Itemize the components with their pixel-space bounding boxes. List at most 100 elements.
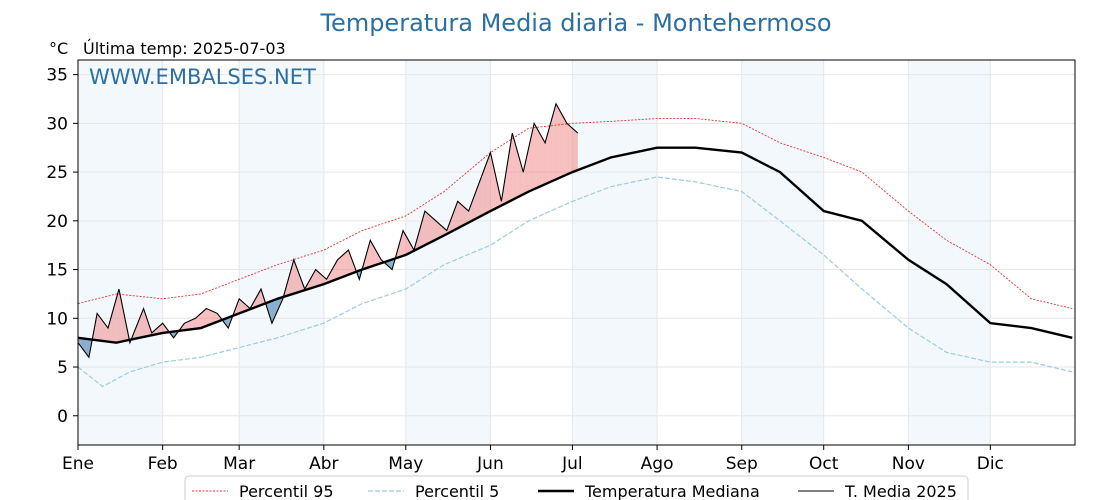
series-line-median xyxy=(77,146,1073,344)
x-tick-label: Mar xyxy=(223,454,255,474)
above-median-fill xyxy=(400,230,404,257)
x-tick-label: Jul xyxy=(561,454,583,474)
month-shade xyxy=(572,60,658,445)
x-tick-label: Feb xyxy=(148,454,178,474)
series-line-p5 xyxy=(77,176,1073,388)
x-tick-label: Oct xyxy=(809,454,839,474)
unit-label: °C xyxy=(49,39,68,58)
above-median-fill xyxy=(293,259,297,294)
below-median-fill xyxy=(269,300,272,324)
above-median-fill xyxy=(512,133,516,200)
above-median-fill xyxy=(340,254,343,278)
legend: Percentil 95 Percentil 5 Temperatura Media… xyxy=(184,475,969,500)
legend-label-current: T. Media 2025 xyxy=(844,482,957,500)
above-median-fill xyxy=(523,159,526,195)
x-tick-label: Abr xyxy=(309,454,338,474)
above-median-fill xyxy=(484,159,488,214)
above-median-fill xyxy=(405,235,409,255)
above-median-fill xyxy=(482,167,485,216)
legend-box xyxy=(184,475,969,500)
above-median-fill xyxy=(408,240,412,254)
above-median-fill xyxy=(536,128,540,188)
above-median-fill xyxy=(441,225,445,237)
above-median-fill xyxy=(241,301,245,313)
below-median-fill xyxy=(225,317,229,329)
above-median-fill xyxy=(108,318,111,342)
above-median-fill xyxy=(200,310,204,329)
above-median-fill xyxy=(116,289,119,343)
above-median-fill xyxy=(97,313,100,341)
above-median-fill xyxy=(479,174,483,217)
above-median-fill xyxy=(195,315,199,329)
above-median-fill xyxy=(490,152,494,212)
above-median-fill xyxy=(214,312,218,323)
above-median-fill xyxy=(556,103,559,180)
above-median-fill xyxy=(342,252,346,277)
above-median-fill xyxy=(162,323,166,333)
above-median-fill xyxy=(515,142,518,199)
above-median-fill xyxy=(217,313,221,322)
above-median-fill xyxy=(430,215,434,243)
last-temp-label: Última temp: 2025-07-03 xyxy=(83,39,286,58)
above-median-fill xyxy=(334,259,338,280)
x-tick-label: Dic xyxy=(977,454,1004,474)
above-median-fill xyxy=(288,269,292,296)
above-median-fill xyxy=(299,274,302,292)
above-median-fill xyxy=(416,230,420,250)
x-tick-label: Jun xyxy=(476,454,504,474)
above-median-fill xyxy=(99,317,103,341)
above-median-fill xyxy=(318,271,322,286)
above-median-fill xyxy=(255,293,259,308)
above-median-fill xyxy=(367,240,371,268)
above-median-fill xyxy=(321,274,324,286)
above-median-fill xyxy=(495,176,499,209)
above-median-fill xyxy=(509,133,513,202)
above-median-fill xyxy=(140,308,144,338)
series-lines xyxy=(77,102,1073,388)
above-median-fill xyxy=(528,135,532,192)
above-median-fill xyxy=(315,269,319,287)
above-median-fill xyxy=(118,289,122,343)
above-median-fill xyxy=(433,218,436,242)
y-tick-label: 0 xyxy=(57,407,68,427)
above-median-fill xyxy=(364,250,368,269)
above-median-fill xyxy=(558,108,562,179)
above-median-fill xyxy=(575,130,578,172)
above-median-fill xyxy=(209,309,212,325)
above-median-fill xyxy=(457,201,461,229)
above-median-fill xyxy=(476,181,480,219)
x-tick-label: May xyxy=(388,454,423,474)
above-median-fill xyxy=(105,324,109,342)
legend-label-p95: Percentil 95 xyxy=(239,482,334,500)
above-median-fill xyxy=(239,298,242,314)
above-median-fill xyxy=(424,211,428,246)
below-median-fill xyxy=(78,337,81,347)
y-axis: 0 5 10 15 20 25 30 35 xyxy=(46,66,78,427)
above-median-fill xyxy=(307,279,311,290)
above-median-fill xyxy=(236,298,240,315)
x-tick-label: Ago xyxy=(641,454,674,474)
above-median-fill xyxy=(203,308,207,327)
below-median-fill xyxy=(277,297,281,311)
legend-label-median: Temperatura Mediana xyxy=(584,482,760,500)
legend-label-p5: Percentil 5 xyxy=(415,482,499,500)
series-line-current xyxy=(77,102,579,359)
above-median-fill xyxy=(534,123,537,190)
month-shade xyxy=(239,60,324,445)
y-tick-label: 35 xyxy=(46,66,68,86)
month-shade xyxy=(908,60,991,445)
x-tick-label: Ene xyxy=(62,454,94,474)
above-median-fill xyxy=(427,213,431,244)
above-median-fill xyxy=(329,269,333,283)
above-median-fill xyxy=(198,313,201,329)
month-shading xyxy=(78,60,991,445)
watermark: WWW.EMBALSES.NET xyxy=(89,65,316,89)
y-tick-label: 10 xyxy=(46,309,68,329)
above-median-fill xyxy=(531,123,535,191)
above-median-fill xyxy=(113,298,117,343)
above-median-fill xyxy=(547,123,551,184)
above-median-fill xyxy=(569,125,573,174)
chart-title: Temperatura Media diaria - Montehermoso xyxy=(319,9,831,37)
x-tick-label: Nov xyxy=(892,454,925,474)
x-tick-label: Sep xyxy=(726,454,758,474)
